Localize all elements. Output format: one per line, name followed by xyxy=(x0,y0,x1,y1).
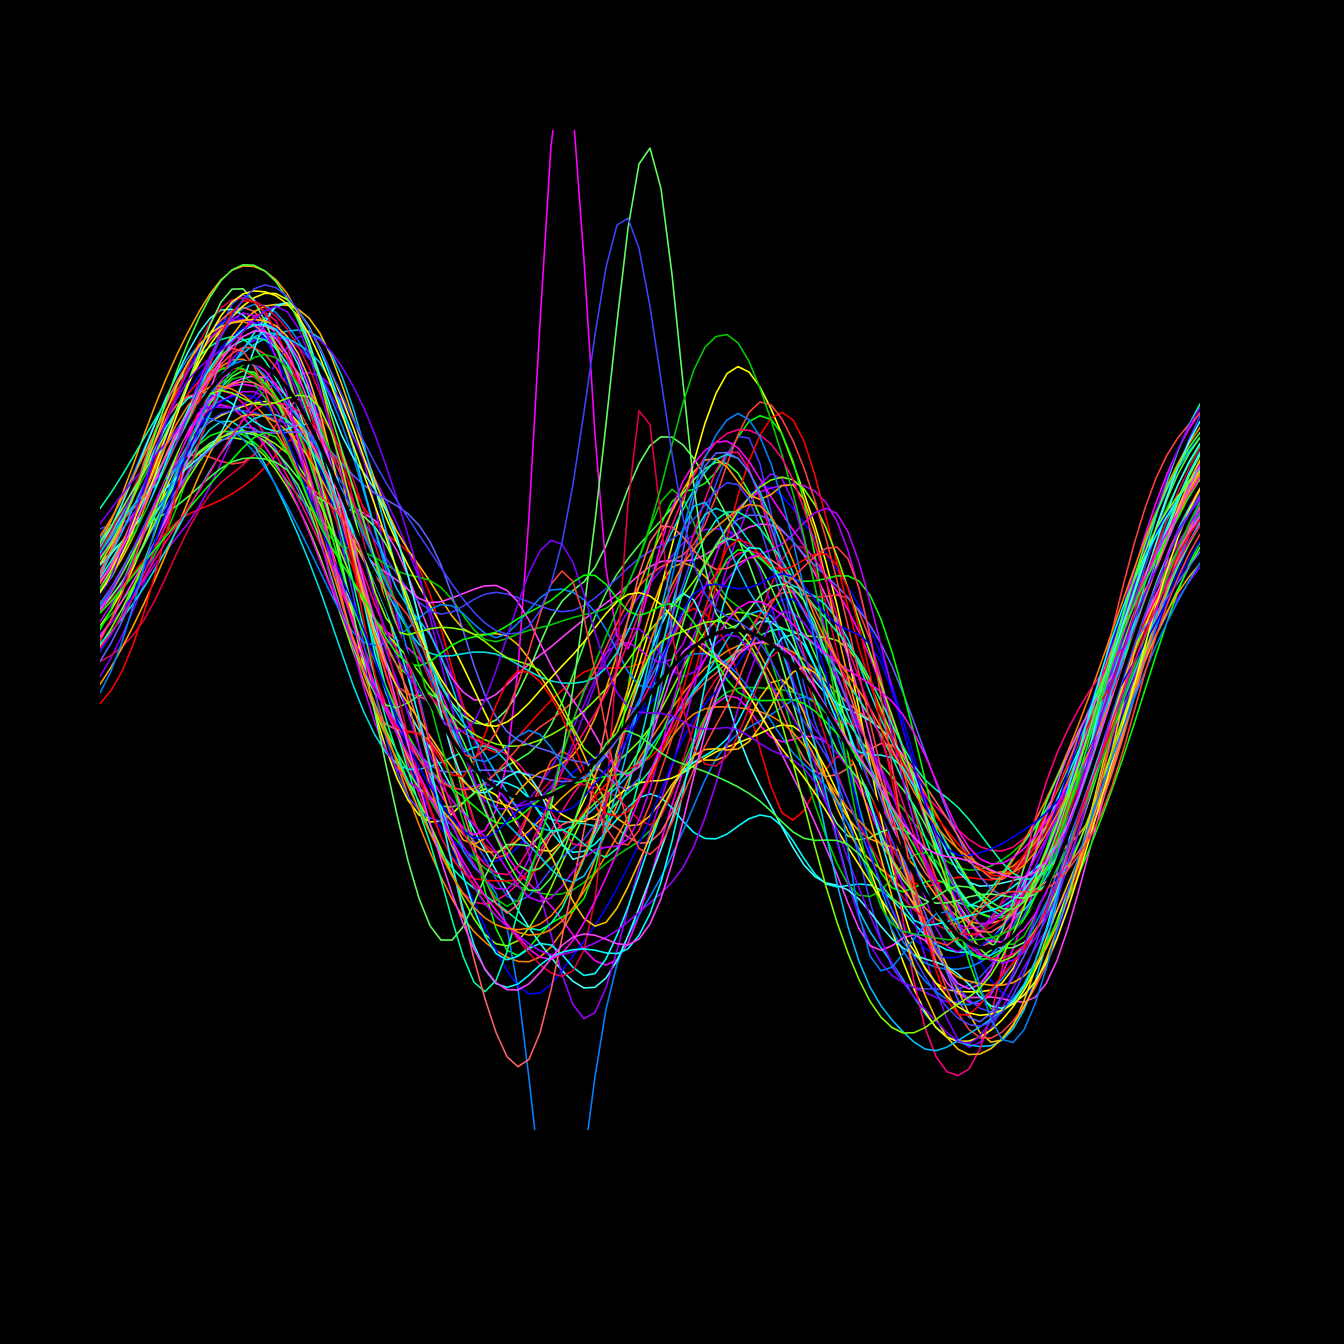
line-chart xyxy=(0,0,1344,1344)
chart-container xyxy=(0,0,1344,1344)
